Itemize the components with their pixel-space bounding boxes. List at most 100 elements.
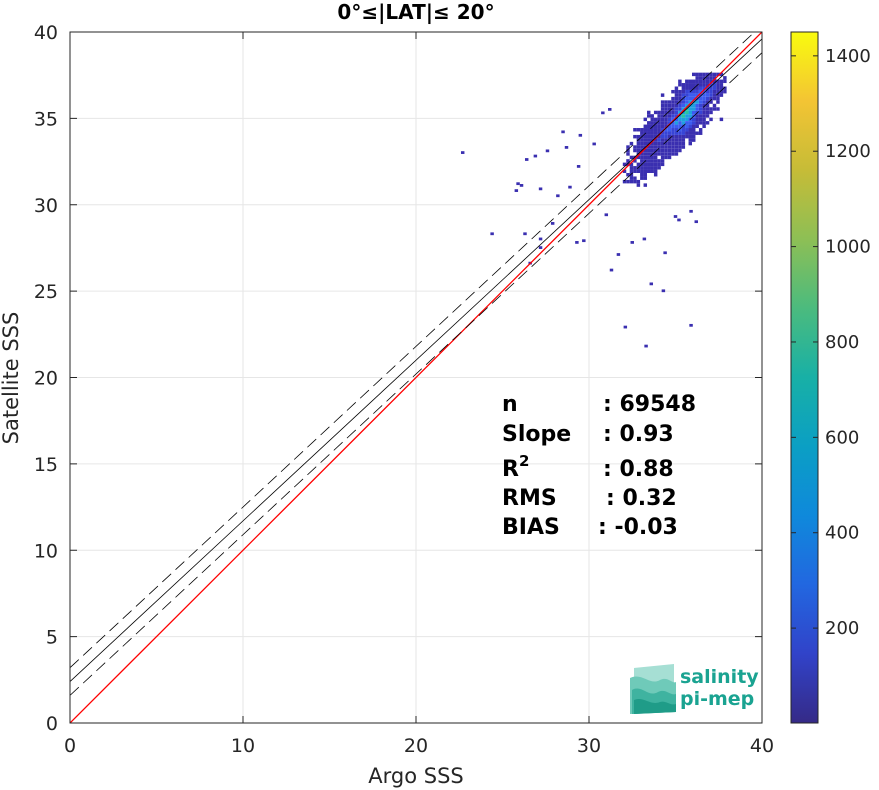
density-cell [705, 86, 710, 90]
logo-line1: salinity [680, 666, 759, 688]
density-cell [667, 131, 672, 135]
density-cell [674, 148, 679, 153]
density-cell [664, 131, 668, 135]
density-cell [685, 114, 689, 118]
density-cell [698, 128, 703, 132]
density-cell [712, 83, 717, 87]
density-cell [667, 100, 672, 104]
x-tick-label: 0 [64, 735, 76, 757]
density-cell [712, 103, 717, 108]
density-cell [667, 155, 672, 160]
density-cell [633, 169, 637, 173]
density-cell [674, 96, 679, 101]
density-cell [705, 114, 710, 118]
density-cell [653, 148, 658, 153]
density-cell [640, 169, 644, 173]
density-cell [678, 131, 682, 135]
y-tick-label: 20 [34, 368, 58, 390]
density-cell [660, 128, 665, 132]
density-cell [643, 176, 648, 180]
density-cell-sparse [545, 149, 550, 153]
density-cell [633, 145, 637, 149]
density-cell [657, 121, 661, 125]
density-cell [657, 131, 661, 135]
density-cell [636, 134, 641, 139]
density-cell [640, 145, 644, 149]
density-cell [695, 121, 699, 125]
density-cell [712, 89, 717, 94]
density-cell [640, 141, 644, 146]
density-cell-sparse [578, 133, 583, 137]
density-cell [660, 93, 665, 97]
density-cell [629, 179, 634, 184]
density-cell [678, 103, 682, 108]
density-cell [653, 124, 658, 129]
density-cell [695, 107, 699, 111]
density-cell [633, 179, 637, 184]
density-cell [671, 96, 675, 101]
stat-label: RMS [502, 486, 557, 511]
density-cell [657, 117, 661, 122]
density-cell-sparse [642, 237, 647, 241]
density-cell [674, 89, 679, 94]
density-cell [664, 103, 668, 108]
density-cell [650, 155, 654, 160]
density-cell [664, 145, 668, 149]
density-cell [657, 145, 661, 149]
density-cell [709, 100, 713, 104]
density-cell [653, 145, 658, 149]
density-cell [678, 138, 682, 142]
density-cell [660, 159, 665, 163]
density-cell-sparse [490, 232, 494, 236]
density-cell [716, 89, 720, 94]
density-cell [653, 162, 658, 167]
density-cell [671, 107, 675, 111]
density-cell [712, 107, 717, 111]
density-cell-sparse [523, 232, 527, 236]
density-cell [674, 124, 679, 129]
density-cell [698, 93, 703, 97]
density-cell [660, 152, 665, 156]
density-cell [636, 155, 641, 160]
density-cell [685, 121, 689, 125]
density-cell [664, 152, 668, 156]
density-cell-sparse [608, 108, 612, 111]
density-cell-sparse [663, 251, 667, 255]
density-cell [643, 152, 648, 156]
density-cell [667, 117, 672, 122]
density-cell [709, 72, 713, 77]
density-cell [685, 117, 689, 122]
density-cell [678, 124, 682, 129]
density-cell [719, 83, 724, 87]
fit-upper-bound [70, 32, 756, 669]
density-cell [678, 107, 682, 111]
colorbar-tick-label: 200 [825, 618, 859, 639]
density-cell [657, 159, 661, 163]
density-cell [629, 166, 634, 170]
density-cell [705, 107, 710, 111]
density-cell [671, 121, 675, 125]
density-cell [716, 93, 720, 97]
density-cell-sparse [561, 130, 565, 134]
density-cell [660, 131, 665, 135]
colorbar-tick-label: 1400 [825, 46, 871, 67]
density-cells [460, 72, 727, 348]
density-cell [667, 141, 672, 146]
density-cell [647, 159, 651, 163]
one-to-one-line [70, 32, 762, 723]
density-cell [705, 103, 710, 108]
density-cell [653, 110, 658, 115]
density-cell [702, 89, 706, 94]
density-cell [712, 79, 717, 84]
density-cell [643, 124, 648, 129]
density-cell-sparse [616, 253, 621, 256]
colorbar-gradient [790, 31, 819, 724]
density-cell [650, 121, 654, 125]
density-cell [671, 128, 675, 132]
density-cell [698, 117, 703, 122]
density-cell [650, 114, 654, 118]
density-cell [650, 166, 654, 170]
density-cell-sparse [649, 282, 654, 286]
density-cell [688, 124, 692, 129]
